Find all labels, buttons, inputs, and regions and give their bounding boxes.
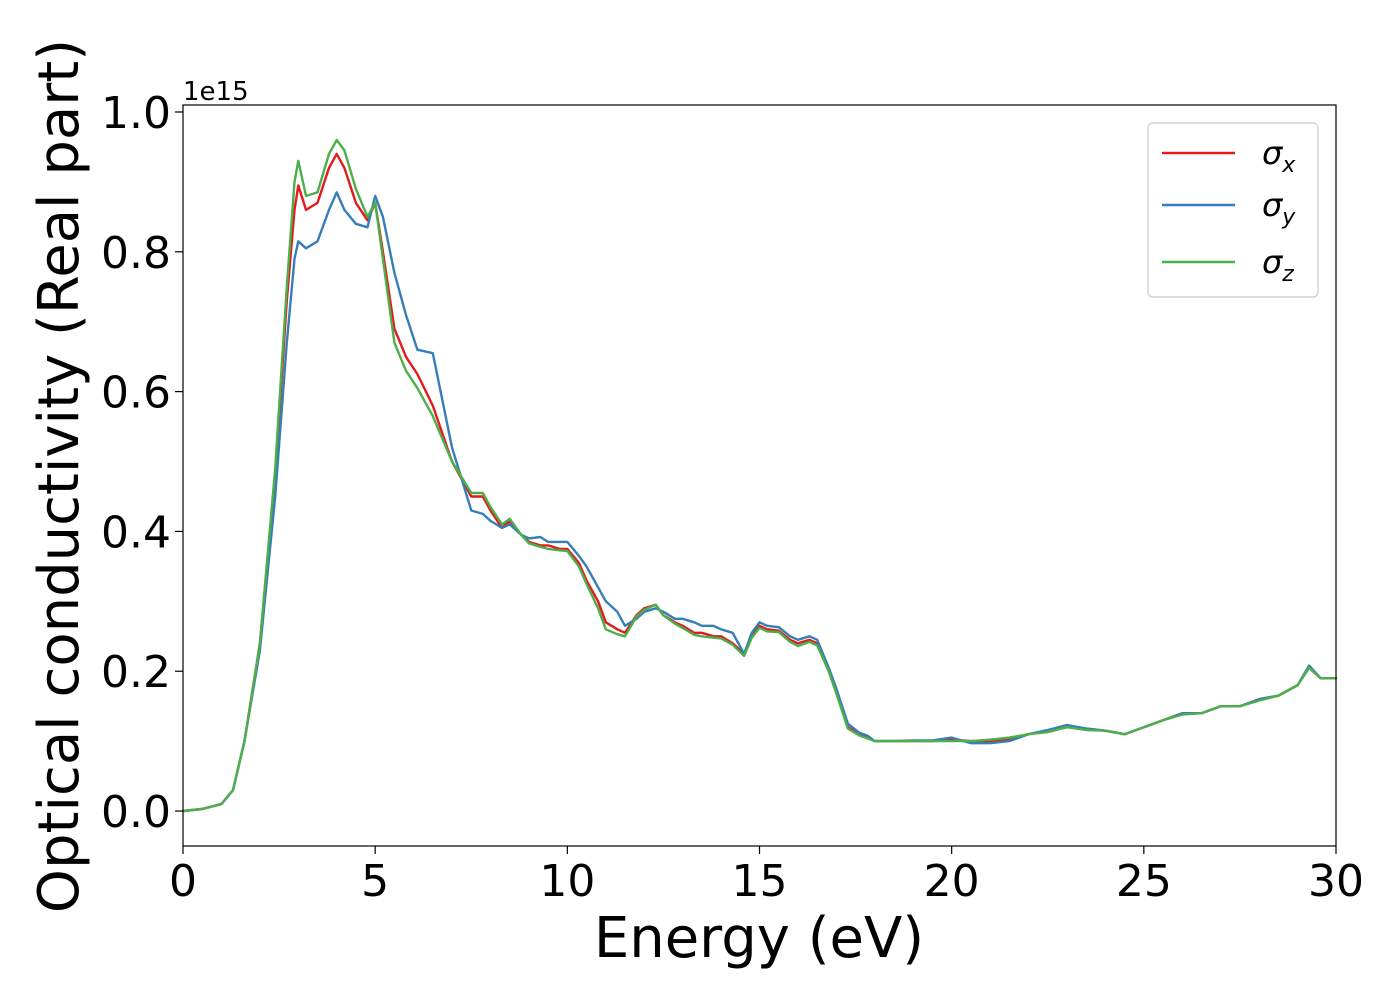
x-tick-label: 5 [361, 856, 389, 907]
x-tick-label: 20 [924, 856, 980, 907]
legend-frame [1147, 122, 1319, 298]
x-tick-label: 10 [539, 856, 595, 907]
y-tick-label: 0.6 [101, 368, 171, 419]
y-offset-text: 1e15 [183, 77, 249, 107]
y-tick-label: 0.8 [101, 228, 171, 279]
x-tick-label: 0 [169, 856, 197, 907]
y-axis: 0.0 0.2 0.4 0.6 0.8 1.0 [101, 88, 183, 838]
x-axis-label: Energy (eV) [594, 906, 924, 971]
series-line-y [181, 191, 1338, 813]
series-layer [181, 138, 1338, 813]
x-tick-label: 30 [1308, 856, 1364, 907]
series-line-z [181, 138, 1338, 813]
x-tick-label: 15 [732, 856, 788, 907]
y-axis-label: Optical conductivity (Real part) [27, 39, 92, 913]
y-tick-label: 0.2 [101, 647, 171, 698]
x-axis: 0 5 10 15 20 25 30 [169, 846, 1364, 907]
x-tick-label: 25 [1116, 856, 1172, 907]
y-tick-label: 0.0 [101, 787, 171, 838]
y-tick-label: 1.0 [101, 88, 171, 139]
y-tick-label: 0.4 [101, 507, 171, 558]
